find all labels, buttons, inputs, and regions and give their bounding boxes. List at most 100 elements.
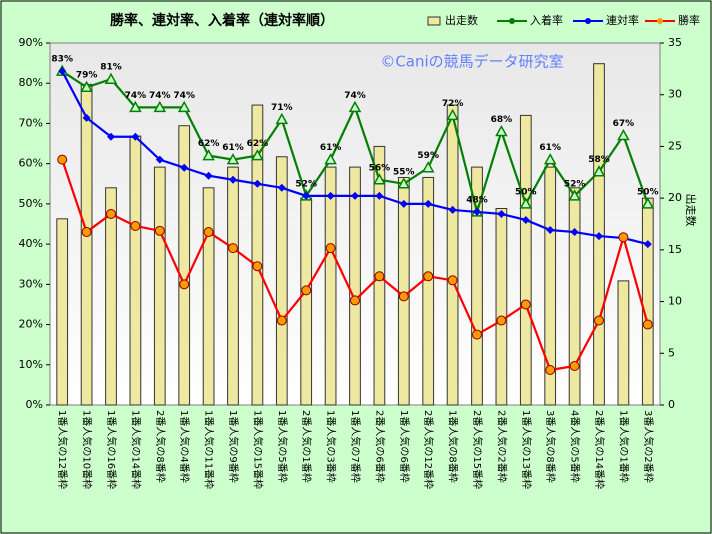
marker <box>421 161 435 173</box>
marker <box>58 67 67 76</box>
marker <box>326 191 335 200</box>
marker <box>521 215 530 224</box>
marker <box>373 173 386 185</box>
marker <box>375 191 384 200</box>
x-tick-label: 2番人気の12番枠 <box>422 410 435 489</box>
y-tick-label: 50% <box>19 197 43 210</box>
marker <box>153 100 167 113</box>
data-label: 55% <box>393 167 415 177</box>
x-tick-label: 1番人気の5番枠 <box>276 410 289 483</box>
x-tick-label: 1番人気の12番枠 <box>56 410 69 489</box>
x-tick-label: 1番人気の16番枠 <box>105 410 118 489</box>
legend-label: 連対率 <box>606 13 639 27</box>
marker <box>595 232 603 241</box>
bar <box>227 166 239 406</box>
data-label: 74% <box>344 91 366 101</box>
marker <box>495 124 508 137</box>
y2-tick-label: 20 <box>668 191 682 204</box>
marker <box>80 80 93 92</box>
y-tick-label: 70% <box>19 116 43 129</box>
marker <box>617 128 630 141</box>
marker <box>324 153 337 165</box>
x-tick-label: 3番人気の2番枠 <box>642 410 655 483</box>
x-tick-label: 2番人気の2番枠 <box>495 410 508 483</box>
x-tick-label: 2番人気の1番枠 <box>300 410 313 483</box>
marker <box>641 197 655 209</box>
marker <box>301 285 312 296</box>
x-tick-label: 1番人気の14番枠 <box>129 410 142 489</box>
data-label: 81% <box>100 63 122 73</box>
marker <box>131 132 140 141</box>
marker <box>104 72 118 84</box>
data-label: 83% <box>51 55 73 65</box>
legend-label: 出走数 <box>445 13 478 27</box>
x-tick-label: 2番人気の8番枠 <box>154 410 167 483</box>
bar <box>617 280 630 406</box>
bar <box>56 218 69 406</box>
legend-marker <box>585 18 591 24</box>
marker <box>228 243 238 254</box>
marker <box>154 225 165 236</box>
marker <box>520 299 531 310</box>
data-label: 52% <box>295 179 317 189</box>
marker <box>348 100 362 113</box>
data-label: 79% <box>76 71 98 81</box>
bar <box>300 197 313 406</box>
marker <box>251 149 264 161</box>
data-label: 50% <box>515 187 537 197</box>
data-label: 61% <box>539 143 561 153</box>
bar <box>105 187 117 406</box>
y2-tick-label: 5 <box>668 346 675 359</box>
marker <box>229 175 237 184</box>
x-tick-label: 2番人気の14番枠 <box>593 410 606 489</box>
data-label: 62% <box>247 139 269 149</box>
bar <box>129 135 142 406</box>
marker <box>226 153 240 165</box>
x-tick-label: 1番人気の10番枠 <box>81 410 94 489</box>
marker <box>155 155 164 164</box>
data-label: 68% <box>491 115 513 125</box>
data-label: 62% <box>198 139 220 149</box>
x-tick-label: 1番人気の9番枠 <box>227 410 240 483</box>
bar <box>397 176 410 406</box>
marker <box>448 205 457 214</box>
y2-tick-label: 10 <box>668 295 682 308</box>
legend-swatch <box>427 16 441 26</box>
marker <box>568 189 581 201</box>
marker <box>446 108 459 121</box>
data-label: 52% <box>564 179 586 189</box>
bar <box>349 166 361 406</box>
marker <box>177 100 191 113</box>
marker <box>399 199 408 208</box>
x-tick-label: 1番人気の1番枠 <box>617 410 630 483</box>
marker <box>107 132 115 141</box>
data-label: 74% <box>173 91 195 101</box>
watermark: ©Caniの競馬データ研究室 <box>380 53 563 71</box>
bar <box>422 176 435 406</box>
x-tick-label: 4番人気の5番枠 <box>569 410 582 483</box>
marker <box>472 329 482 340</box>
y2-tick-label: 25 <box>668 139 682 152</box>
marker <box>642 319 653 330</box>
marker <box>252 261 263 272</box>
x-tick-label: 3番人気の8番枠 <box>544 410 557 483</box>
chart-title: 勝率、連対率、入着率（連対率順） <box>110 12 334 29</box>
bar <box>568 187 581 406</box>
marker <box>277 183 286 192</box>
x-tick-label: 1番人気の13番枠 <box>520 410 533 489</box>
bar <box>275 156 288 406</box>
legend-label: 勝率 <box>678 13 700 27</box>
marker <box>57 154 68 165</box>
x-tick-label: 2番人気の6番枠 <box>373 410 386 483</box>
bar <box>641 197 654 406</box>
marker <box>618 232 629 243</box>
y-tick-label: 40% <box>19 237 43 250</box>
marker <box>106 208 116 219</box>
marker <box>447 275 458 286</box>
y2-tick-label: 35 <box>668 36 682 49</box>
marker <box>592 165 606 177</box>
y-tick-label: 80% <box>19 76 43 89</box>
x-tick-label: 1番人気の15番枠 <box>251 410 264 489</box>
marker <box>497 209 506 218</box>
